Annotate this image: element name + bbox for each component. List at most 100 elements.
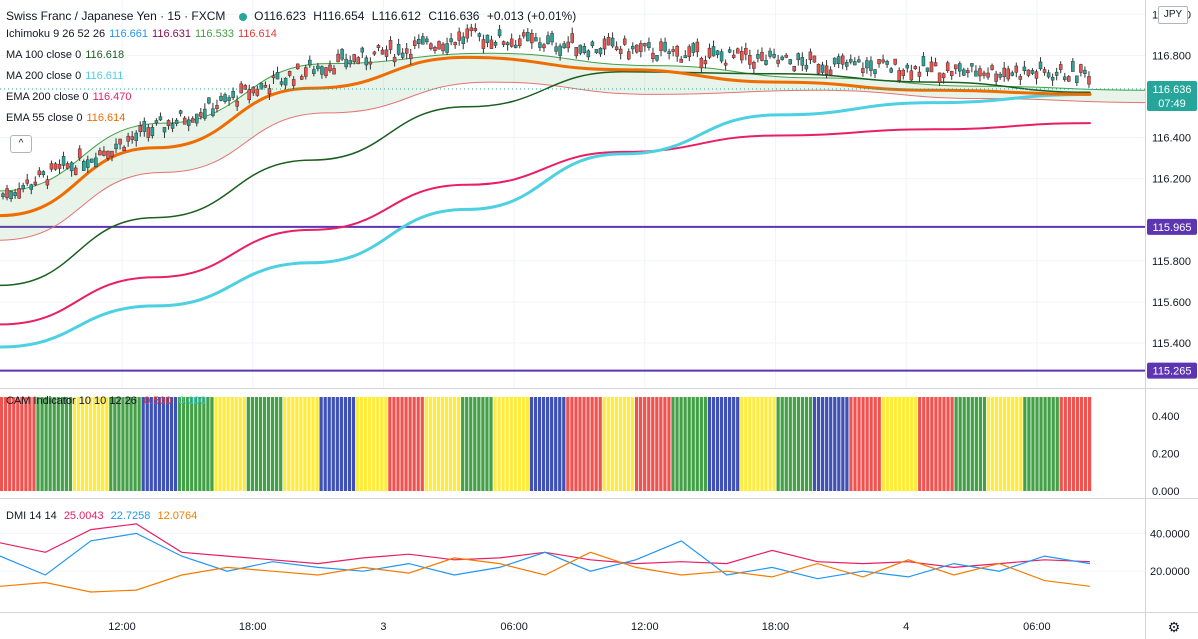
cam-bar xyxy=(651,397,655,491)
candle-body xyxy=(324,67,328,77)
cam-bar xyxy=(990,397,995,491)
cam-bar xyxy=(76,397,81,491)
candle-body xyxy=(994,73,998,82)
candle-body xyxy=(990,65,994,70)
candle-body xyxy=(53,163,58,170)
cam-bar xyxy=(222,397,226,491)
cam-bar xyxy=(962,397,966,491)
cam-bar xyxy=(190,397,194,491)
cam-bar xyxy=(173,397,178,491)
pane-separator[interactable] xyxy=(0,498,1198,499)
indicator-label: MA 200 close 0 xyxy=(6,70,82,82)
candle-body xyxy=(493,42,498,46)
cam-bar xyxy=(1019,397,1023,491)
main-price-chart[interactable] xyxy=(0,0,1145,388)
price-axis-border xyxy=(1145,0,1146,639)
pane-separator[interactable] xyxy=(0,388,1198,389)
candle-body xyxy=(643,43,647,47)
cam-bar xyxy=(351,397,356,491)
candle-body xyxy=(590,41,595,47)
candle-body xyxy=(800,57,805,66)
cam-bar xyxy=(1035,397,1039,491)
candle-body xyxy=(150,127,155,137)
cam-bar xyxy=(966,397,970,491)
cam-bar xyxy=(105,397,109,491)
cam-bar xyxy=(368,397,372,491)
candle-body xyxy=(146,127,151,138)
cam-bar xyxy=(825,397,829,491)
countdown-label: 07:49 xyxy=(1158,98,1186,110)
cam-bar xyxy=(254,397,259,491)
candle-body xyxy=(114,143,118,150)
cam-bar xyxy=(137,397,141,491)
cam-bar xyxy=(485,397,489,491)
candle-body xyxy=(723,62,728,66)
cam-bar xyxy=(404,397,408,491)
cam-bar xyxy=(84,397,89,491)
candle-body xyxy=(61,156,66,166)
cam-bar xyxy=(359,397,364,491)
cam-bar xyxy=(574,397,578,491)
candle-body xyxy=(65,163,70,169)
candle-body xyxy=(396,44,401,55)
cam-value-2: 0.000 xyxy=(178,395,207,407)
cam-bar xyxy=(1055,397,1059,491)
candle-body xyxy=(820,64,825,73)
candle-body xyxy=(207,97,211,104)
candle-body xyxy=(1067,76,1071,82)
candle-body xyxy=(388,40,393,50)
indicator-value: 116.470 xyxy=(92,91,132,103)
indicator-legend-row[interactable]: MA 200 close 0 116.611 xyxy=(6,70,127,82)
candle-body xyxy=(98,150,102,156)
candle-body xyxy=(744,48,748,55)
cam-bar xyxy=(242,397,246,491)
candle-body xyxy=(953,64,958,70)
candle-body xyxy=(727,49,732,53)
candle-body xyxy=(186,119,191,126)
candle-body xyxy=(122,146,126,152)
dmi-pane[interactable] xyxy=(0,499,1145,612)
cam-bar xyxy=(444,397,449,491)
cam-indicator-pane[interactable] xyxy=(0,389,1145,498)
candle-body xyxy=(45,179,50,186)
gear-icon[interactable]: ⚙ xyxy=(1167,619,1181,635)
indicator-legend-row[interactable]: MA 100 close 0 116.618 xyxy=(6,49,128,61)
indicator-legend-row[interactable]: EMA 200 close 0 116.470 xyxy=(6,91,136,103)
candle-body xyxy=(517,38,522,46)
candle-body xyxy=(1038,61,1043,70)
time-axis[interactable]: 12:00 18:00 3 06:00 12:00 18:00 4 06:00 xyxy=(0,613,1145,639)
cam-bar xyxy=(918,397,922,491)
candle-body xyxy=(796,53,801,61)
candle-body xyxy=(199,112,203,117)
indicator-legend-row[interactable]: Ichimoku 9 26 52 26 116.661 116.631 116.533… xyxy=(6,28,281,40)
candle-body xyxy=(594,49,599,53)
candle-body xyxy=(239,83,243,94)
cam-bar xyxy=(994,397,999,491)
cam-bar xyxy=(970,397,974,491)
currency-label[interactable]: JPY xyxy=(1158,6,1188,24)
price-axis[interactable]: 117.000116.800116.400116.200115.800115.6… xyxy=(1146,0,1198,612)
cam-bar xyxy=(711,397,716,491)
candle-body xyxy=(703,60,708,65)
cam-bar xyxy=(161,397,166,491)
cam-bar xyxy=(230,397,234,491)
candle-body xyxy=(413,40,417,46)
candle-body xyxy=(190,118,195,123)
cam-bar xyxy=(202,397,206,491)
cam-bar xyxy=(331,397,335,491)
indicator-legend-row[interactable]: EMA 55 close 0 116.614 xyxy=(6,112,129,124)
candle-body xyxy=(933,62,938,67)
candle-body xyxy=(441,43,445,52)
cam-bar xyxy=(250,397,254,491)
cam-bar xyxy=(489,397,493,491)
candle-body xyxy=(1083,69,1087,74)
cam-bar xyxy=(562,397,566,491)
indicator-value: 116.611 xyxy=(85,70,124,82)
candle-body xyxy=(235,100,239,107)
candle-body xyxy=(263,84,268,88)
candle-body xyxy=(1002,67,1006,78)
time-tick-label: 06:00 xyxy=(1023,621,1051,633)
candle-body xyxy=(166,120,171,126)
collapse-legend-button[interactable]: ^ xyxy=(10,135,32,153)
candle-body xyxy=(853,61,857,66)
